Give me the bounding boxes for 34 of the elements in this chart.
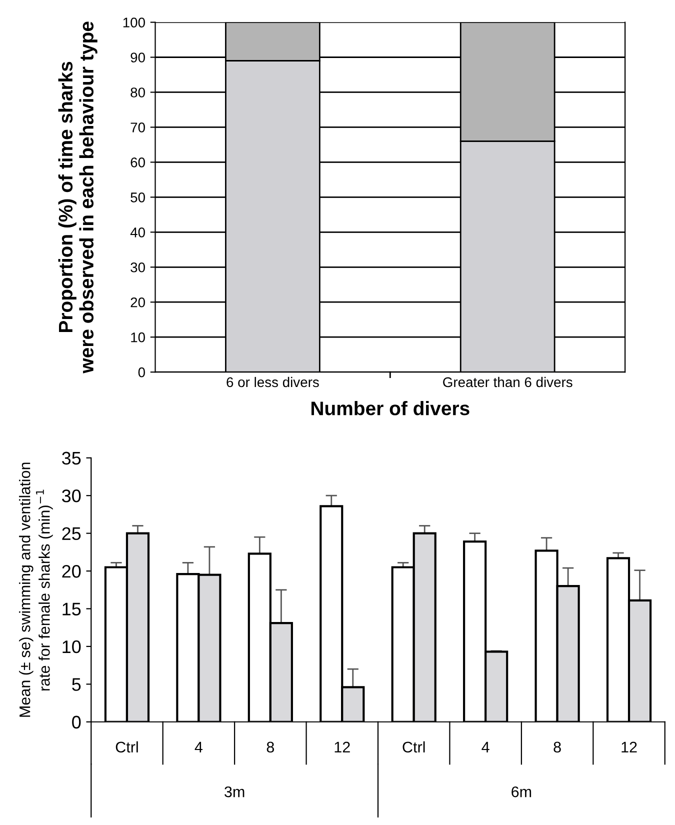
y-tick-label: 60 xyxy=(130,158,145,168)
x-tick-label: 12 xyxy=(622,742,637,752)
x-tick-label: 4 xyxy=(482,742,490,752)
y-tick-label: 35 xyxy=(62,452,81,465)
y-tick-label: 30 xyxy=(130,262,145,272)
x-axis-title: Number of divers xyxy=(311,400,470,416)
y-tick-label: 10 xyxy=(62,640,81,654)
x-tick-label: 6 or less divers xyxy=(226,376,319,388)
y-axis-title: Mean (± se) swimming and ventilation rate for female sharks (min)$^{−1}$ xyxy=(19,462,53,717)
y-tick-label: 0 xyxy=(72,716,81,729)
y-tick-label: 20 xyxy=(62,564,81,578)
y-tick-label: 90 xyxy=(130,52,145,62)
y-axis-title: Proportion (%) of time sharks were observed in each behaviour type xyxy=(58,22,98,374)
x-tick-label: 4 xyxy=(194,742,203,752)
x-tick-label: 12 xyxy=(334,742,350,752)
y-tick-label: 25 xyxy=(62,527,81,540)
y-tick-label: 40 xyxy=(130,227,145,238)
x-tick-label: Ctrl xyxy=(116,741,138,753)
y-tick-label: 30 xyxy=(62,490,81,502)
y-tick-label: 10 xyxy=(131,332,145,342)
y-tick-label: 20 xyxy=(130,297,145,308)
x-tick-label: 8 xyxy=(266,742,274,753)
y-tick-label: 5 xyxy=(72,678,81,691)
x-tick-label: Greater than 6 divers xyxy=(443,376,572,388)
text: 6m xyxy=(512,786,532,798)
x-tick-label: 8 xyxy=(554,742,561,753)
y-tick-label: 15 xyxy=(62,602,81,616)
y-tick-label: 70 xyxy=(130,122,145,132)
y-tick-label: 80 xyxy=(130,88,145,98)
text: 3m xyxy=(224,786,244,798)
x-tick-label: Ctrl xyxy=(402,741,425,753)
y-tick-label: 100 xyxy=(123,18,145,28)
y-tick-label: 50 xyxy=(130,192,145,202)
y-tick-label: 0 xyxy=(138,367,145,378)
